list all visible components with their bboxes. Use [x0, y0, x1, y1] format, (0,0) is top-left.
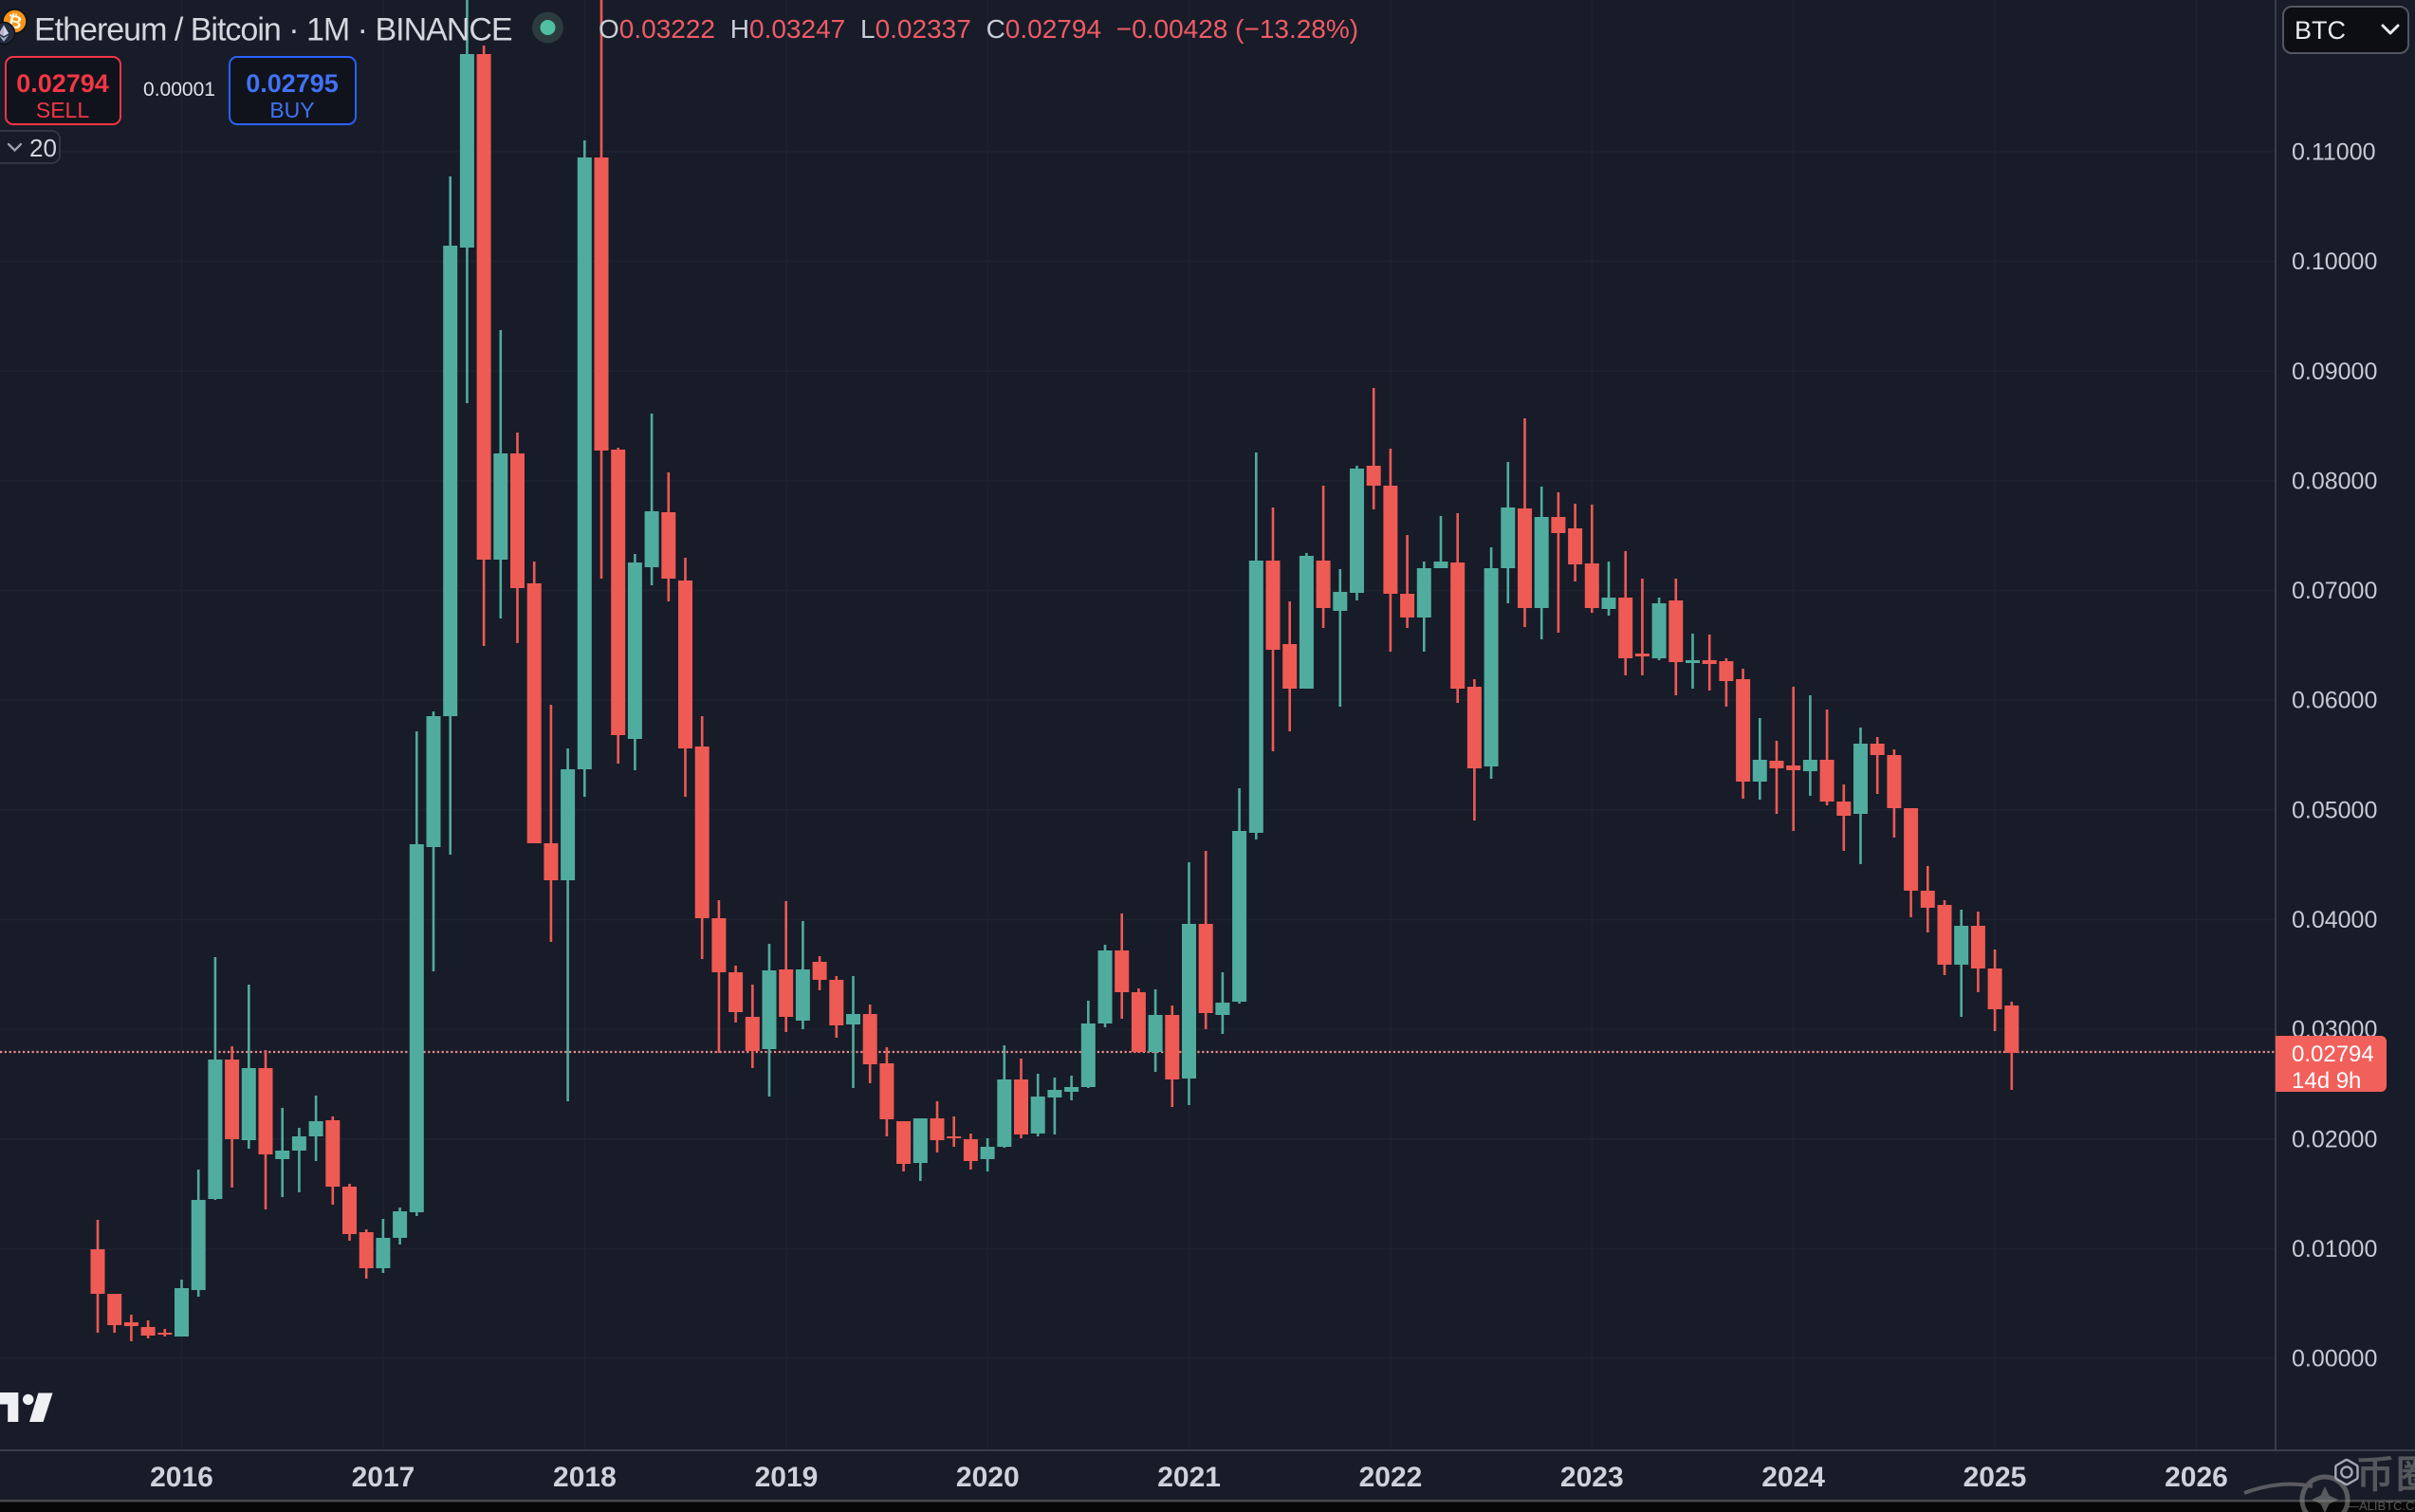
- svg-text:0.10000: 0.10000: [2292, 249, 2377, 275]
- svg-text:BUY: BUY: [269, 98, 314, 122]
- svg-text:2024: 2024: [1761, 1462, 1825, 1493]
- svg-text:2022: 2022: [1359, 1462, 1423, 1493]
- svg-text:0.06000: 0.06000: [2292, 688, 2377, 714]
- svg-text:BTC: BTC: [2295, 16, 2346, 45]
- svg-text:2019: 2019: [755, 1462, 819, 1493]
- svg-text:—ALIBTC.COM—: —ALIBTC.COM—: [2347, 1499, 2415, 1512]
- svg-text:SELL: SELL: [36, 98, 89, 122]
- svg-text:0.09000: 0.09000: [2292, 359, 2377, 385]
- svg-text:2018: 2018: [553, 1462, 617, 1493]
- svg-text:Ethereum / Bitcoin · 1M · BINA: Ethereum / Bitcoin · 1M · BINANCE: [34, 12, 512, 48]
- svg-text:2021: 2021: [1157, 1462, 1221, 1493]
- svg-text:0.01000: 0.01000: [2292, 1236, 2377, 1263]
- svg-text:0.02794: 0.02794: [16, 69, 109, 98]
- svg-text:2025: 2025: [1963, 1462, 2027, 1493]
- svg-text:0.02000: 0.02000: [2292, 1126, 2377, 1152]
- svg-text:20: 20: [29, 134, 57, 162]
- svg-text:O0.03222 H0.03247 L0.02337 C0.: O0.03222 H0.03247 L0.02337 C0.02794 −0.0…: [599, 14, 1358, 44]
- svg-text:0.04000: 0.04000: [2292, 907, 2377, 933]
- svg-text:0.07000: 0.07000: [2292, 578, 2377, 604]
- svg-text:0.08000: 0.08000: [2292, 468, 2377, 494]
- svg-text:0.05000: 0.05000: [2292, 797, 2377, 823]
- svg-text:0.02795: 0.02795: [246, 69, 339, 98]
- svg-text:2026: 2026: [2165, 1462, 2228, 1493]
- svg-text:2023: 2023: [1560, 1462, 1624, 1493]
- svg-text:2020: 2020: [956, 1462, 1020, 1493]
- svg-text:2017: 2017: [352, 1462, 415, 1493]
- svg-text:2016: 2016: [150, 1462, 213, 1493]
- svg-text:币圈网: 币圈网: [2356, 1454, 2415, 1496]
- svg-text:0.02794: 0.02794: [2292, 1042, 2374, 1067]
- svg-text:0.00000: 0.00000: [2292, 1346, 2377, 1373]
- svg-text:0.11000: 0.11000: [2292, 139, 2376, 166]
- svg-text:14d 9h: 14d 9h: [2292, 1068, 2361, 1094]
- svg-text:0.00001: 0.00001: [143, 79, 215, 101]
